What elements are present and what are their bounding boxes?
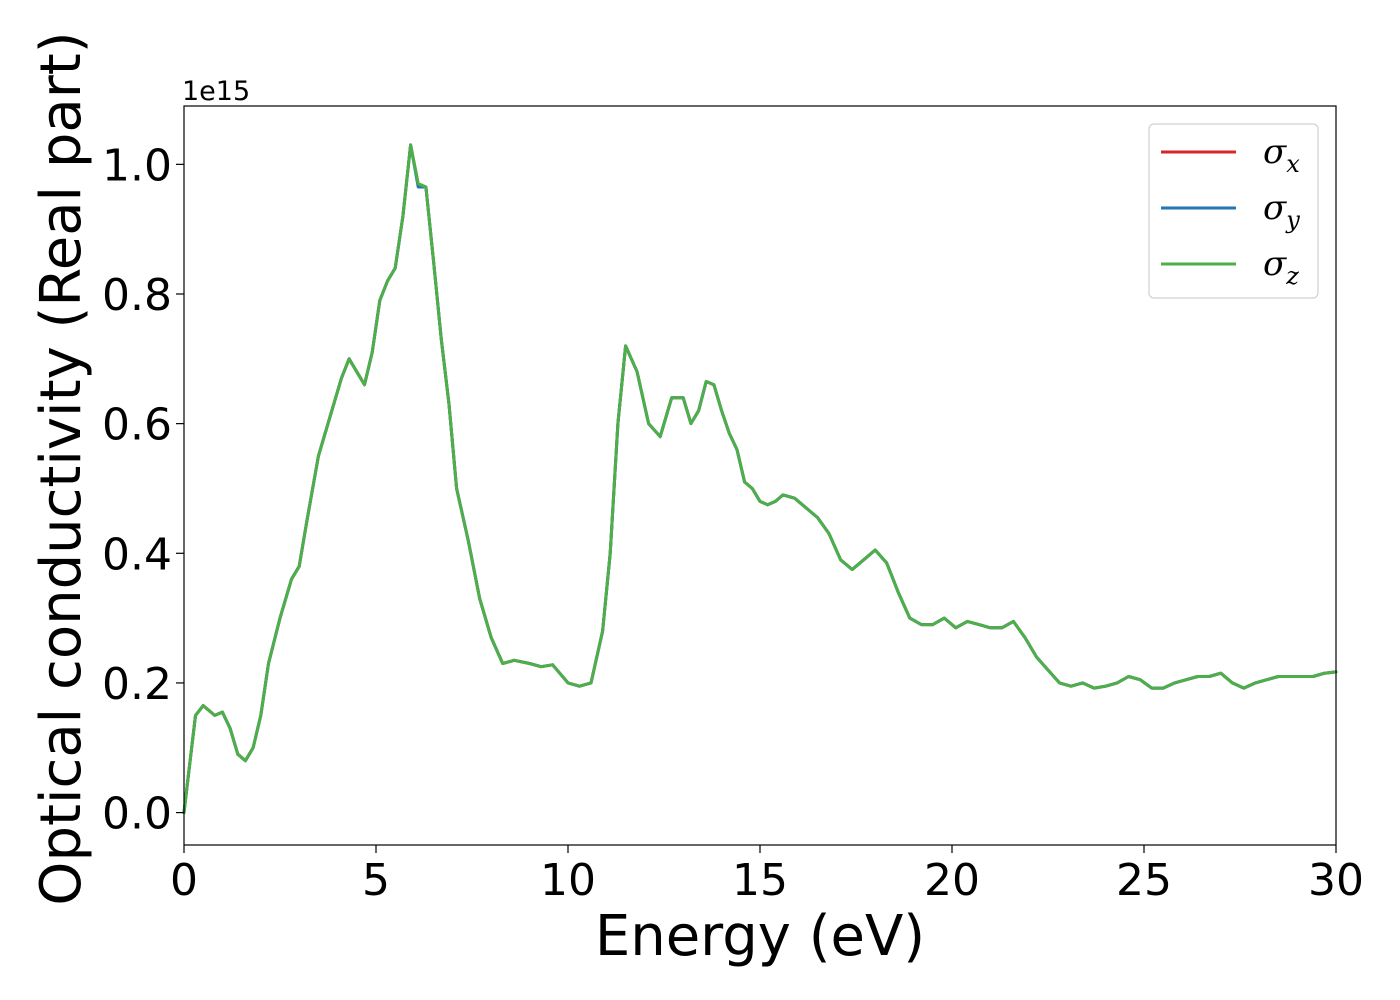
x-tick-label: 0 — [170, 855, 198, 906]
x-tick-label: 30 — [1308, 855, 1364, 906]
x-axis: 0 5 10 15 20 25 30 — [170, 845, 1364, 906]
series-layer — [182, 143, 1338, 815]
y-tick-label: 0.0 — [102, 789, 172, 840]
legend-label-x: σx — [1263, 132, 1300, 178]
legend-label-y: σy — [1263, 188, 1300, 234]
x-tick-label: 25 — [1116, 855, 1172, 906]
y-axis-title: Optical conductivity (Real part) — [29, 31, 94, 905]
y-tick-label: 0.8 — [102, 270, 172, 321]
series-line-z — [182, 143, 1338, 815]
x-axis-title: Energy (eV) — [595, 904, 925, 969]
y-axis: 0.0 0.2 0.4 0.6 0.8 1.0 — [102, 140, 184, 840]
y-tick-label: 0.6 — [102, 400, 172, 451]
legend: σx σy σz — [1148, 123, 1319, 299]
y-tick-label: 0.2 — [102, 659, 172, 710]
x-tick-label: 5 — [362, 855, 390, 906]
y-tick-label: 1.0 — [102, 140, 172, 191]
y-offset-label: 1e15 — [182, 76, 250, 107]
x-tick-label: 20 — [924, 855, 980, 906]
legend-label-z: σz — [1263, 244, 1299, 290]
legend-box — [1148, 123, 1319, 299]
x-tick-label: 15 — [732, 855, 788, 906]
x-tick-label: 10 — [540, 855, 596, 906]
y-tick-label: 0.4 — [102, 529, 172, 580]
